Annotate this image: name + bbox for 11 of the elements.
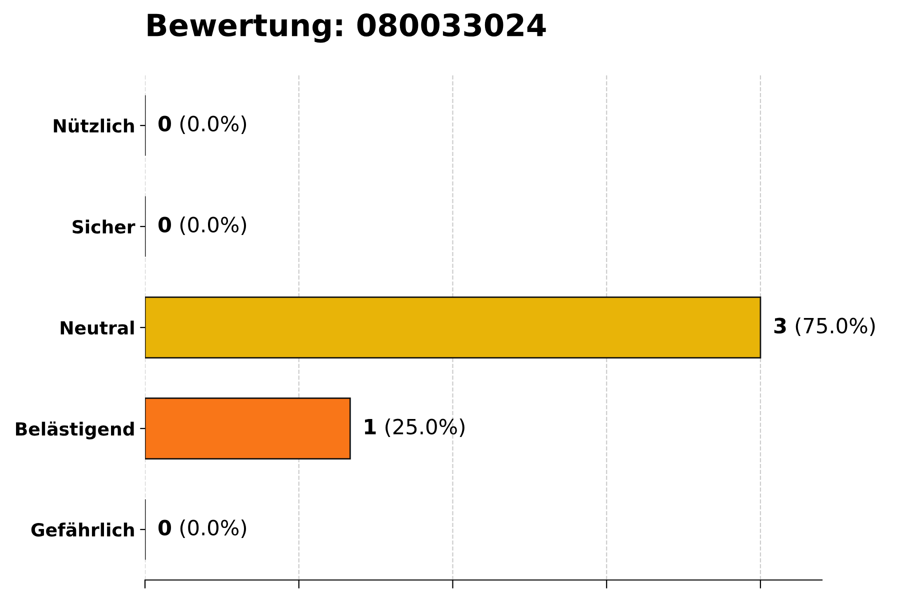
- data-label: 0 (0.0%): [158, 216, 246, 235]
- y-tick-label: Neutral: [60, 320, 134, 335]
- data-label: 0 (0.0%): [158, 115, 246, 134]
- data-label: 3 (75.0%): [774, 317, 875, 336]
- data-label: 1 (25.0%): [365, 418, 464, 437]
- chart-title: Bewertung: 080033024: [148, 13, 546, 43]
- data-label: 0 (0.0%): [158, 519, 246, 538]
- y-tick-label: Sicher: [72, 220, 136, 234]
- y-tick-label: Gefährlich: [31, 522, 134, 537]
- y-tick-label: Belästigend: [16, 422, 134, 440]
- y-tick-label: Nützlich: [54, 118, 134, 133]
